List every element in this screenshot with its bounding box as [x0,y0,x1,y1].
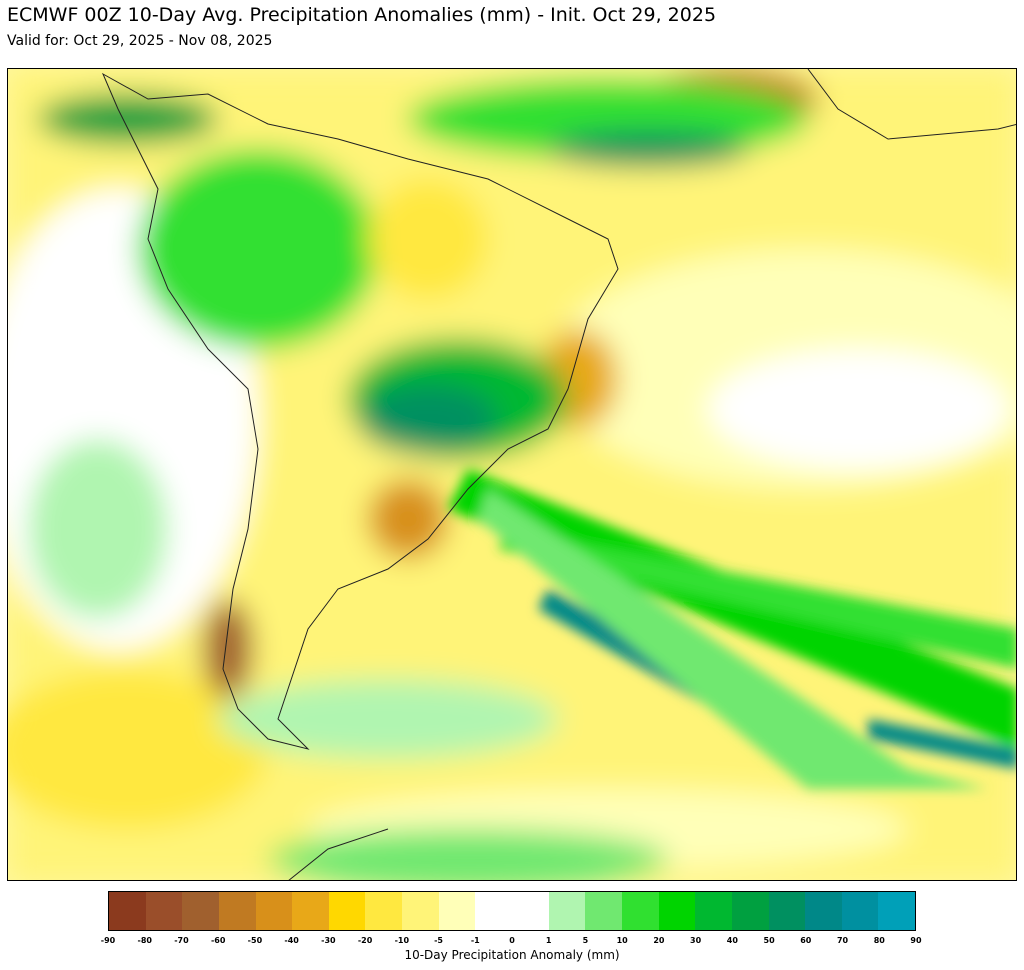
chart-title: ECMWF 00Z 10-Day Avg. Precipitation Anom… [7,4,717,26]
colorbar-bin [218,892,256,930]
colorbar-bin [328,892,366,930]
colorbar-tick-label: 50 [763,936,775,945]
colorbar-tick-label: -1 [470,936,480,945]
colorbar-bin [805,892,842,930]
colorbar-tick-label: -90 [100,936,116,945]
colorbar-bin [878,892,916,930]
colorbar-bin [365,892,403,930]
antarctic-peninsula-outline [288,828,389,880]
precipitation-anomaly-map [7,68,1017,881]
colorbar-tick-label: -70 [174,936,189,945]
colorbar-bin [695,892,732,930]
rain-bands [448,469,1016,789]
colorbar-tick-label: 60 [800,936,812,945]
colorbar-label: 10-Day Precipitation Anomaly (mm) [404,948,620,962]
colorbar-bin [731,892,769,930]
anomaly-field [8,69,1016,880]
colorbar-bin [438,892,476,930]
colorbar-tick-label: 10 [616,936,628,945]
colorbar-bin [512,892,549,930]
colorbar-tick-label: -30 [321,936,336,945]
colorbar-bin [145,892,183,930]
colorbar [108,891,916,931]
colorbar-bin [475,892,513,930]
south-america-outline [101,72,619,750]
colorbar-tick-label: 40 [726,936,738,945]
colorbar-tick-label: -50 [247,936,263,945]
colorbar-tick-label: 5 [582,936,589,945]
colorbar-bin [841,892,879,930]
colorbar-tick-label: -60 [210,936,226,945]
colorbar-bin [621,892,659,930]
colorbar-bin [182,892,219,930]
colorbar-tick-label: 0 [509,936,515,945]
chart-subtitle: Valid for: Oct 29, 2025 - Nov 08, 2025 [7,33,273,49]
colorbar-tick-label: 90 [910,936,922,945]
colorbar-bin [585,892,622,930]
colorbar-ticks: -90 -80 -70 -60 -50 -40 -30 -20 -10 -5 -1 0 1 5 10 20 30… [101,936,922,948]
colorbar-tick-label: 80 [873,936,885,945]
colorbar-tick-label: -5 [434,936,443,945]
colorbar-bin [768,892,806,930]
colorbar-bin [658,892,696,930]
africa-outline [807,69,1016,140]
colorbar-bin [109,892,146,930]
colorbar-bin [255,892,293,930]
colorbar-tick-label: 1 [545,936,552,945]
colorbar-tick-label: -40 [284,936,299,945]
colorbar-bin [402,892,439,930]
colorbar-bin [292,892,329,930]
colorbar-bin [548,892,586,930]
colorbar-tick-label: 70 [836,936,849,945]
colorbar-tick-label: 20 [653,936,665,945]
colorbar-tick-label: -80 [137,936,152,945]
colorbar-tick-label: -10 [394,936,410,945]
colorbar-tick-label: 30 [690,936,702,945]
colorbar-tick-label: -20 [357,936,373,945]
